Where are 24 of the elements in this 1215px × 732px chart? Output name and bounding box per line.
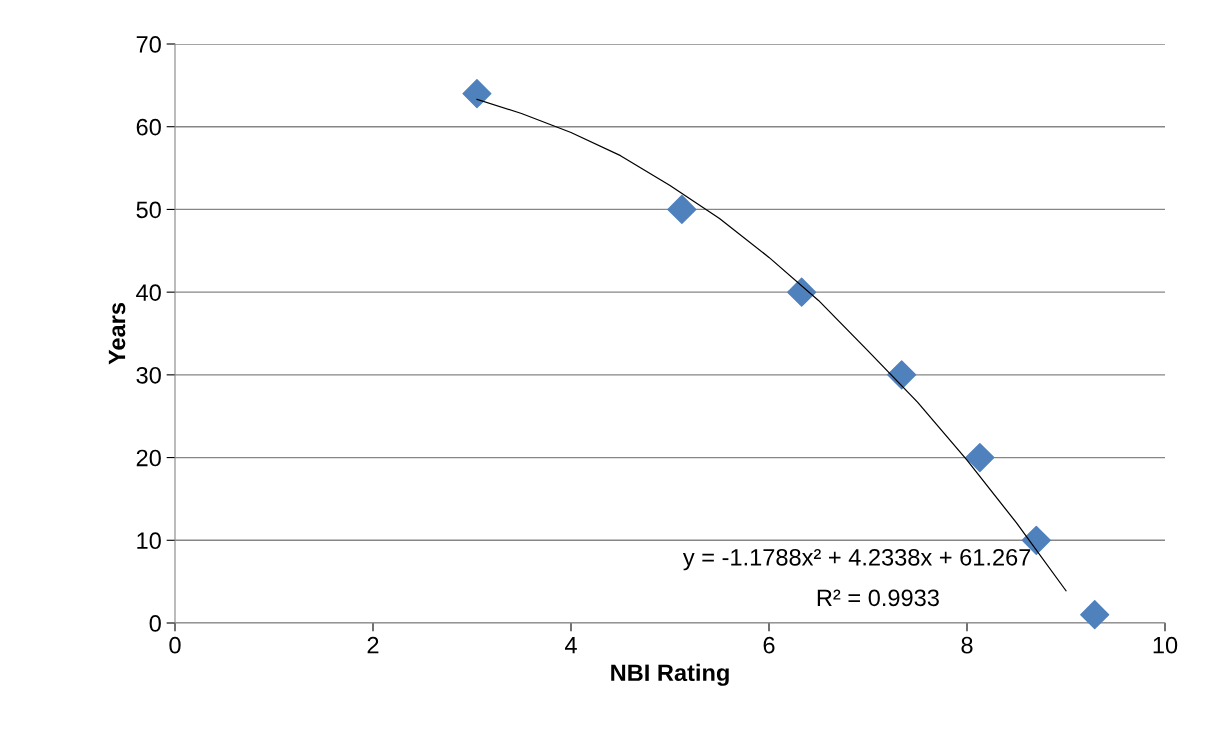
y-tick-label: 70 (136, 36, 161, 53)
x-tick-label: 10 (1153, 636, 1178, 654)
x-tick-label: 0 (169, 636, 181, 654)
point (887, 360, 917, 390)
point (787, 277, 817, 307)
y-tick-label: 40 (136, 284, 161, 301)
annotation: R² = 0.9933 (817, 589, 939, 607)
point (462, 79, 492, 109)
y-axis-title: Years (108, 302, 126, 365)
y-tick-label: 60 (136, 118, 161, 136)
y-tick-label: 0 (149, 615, 161, 632)
x-tick-label: 4 (564, 637, 577, 654)
x-tick-label: 6 (763, 636, 775, 654)
x-tick-label: 2 (367, 636, 379, 654)
x-axis-title: NBI Rating (611, 663, 729, 686)
y-tick-label: 30 (136, 366, 161, 384)
y-tick-label: 10 (137, 532, 161, 550)
y-tick-label: 20 (136, 449, 161, 467)
x-tick-label: 8 (961, 636, 973, 654)
point (965, 442, 995, 473)
point (1080, 600, 1110, 630)
y-tick-label: 50 (136, 201, 161, 219)
point (667, 194, 697, 225)
annotation: y = -1.1788x² + 4.2338x + 61.267 (682, 548, 1031, 571)
